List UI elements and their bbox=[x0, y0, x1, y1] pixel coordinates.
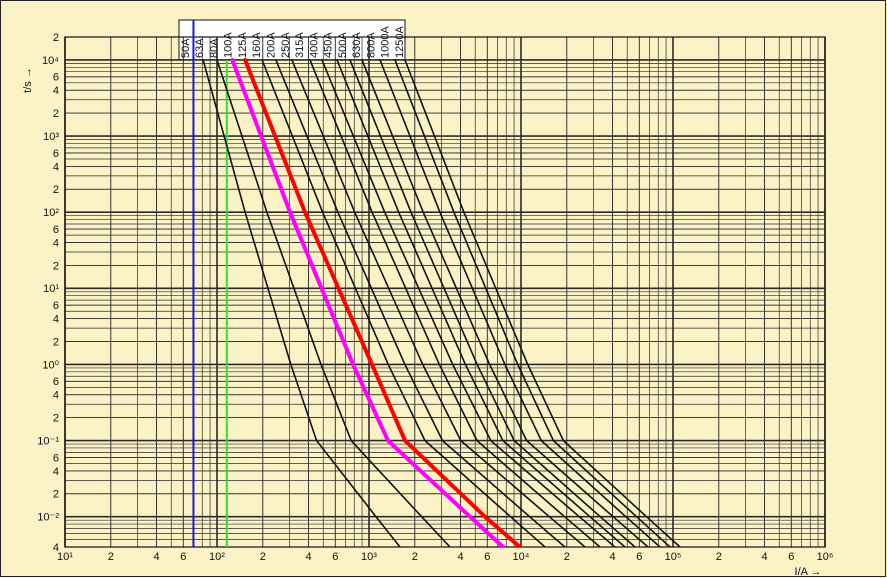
fuse-label: 160A bbox=[251, 32, 263, 58]
y-tick-label: 6 bbox=[53, 376, 59, 388]
y-axis-label: t/s → bbox=[22, 67, 34, 93]
x-tick-label: 4 bbox=[153, 551, 159, 563]
y-tick-label: 4 bbox=[53, 237, 59, 249]
y-tick-label: 4 bbox=[53, 466, 59, 478]
fuse-curve bbox=[202, 59, 401, 547]
fuse-curve bbox=[275, 59, 566, 547]
y-tick-label: 4 bbox=[53, 542, 59, 554]
y-tick-label: 4 bbox=[53, 390, 59, 402]
x-tick-label: 6 bbox=[636, 551, 642, 563]
fuse-label: 1250A bbox=[394, 26, 406, 58]
x-tick-label: 10⁴ bbox=[513, 551, 530, 563]
y-tick-label: 4 bbox=[53, 85, 59, 97]
y-tick-label: 10⁻¹ bbox=[37, 435, 59, 447]
fuse-curve bbox=[404, 59, 681, 547]
x-tick-label: 2 bbox=[564, 551, 570, 563]
fuse-curve bbox=[261, 59, 546, 547]
x-tick-label: 2 bbox=[412, 551, 418, 563]
fuse-label: 500A bbox=[337, 32, 349, 58]
x-tick-label: 2 bbox=[716, 551, 722, 563]
y-tick-label: 10⁰ bbox=[42, 359, 59, 371]
fuse-curve bbox=[321, 59, 616, 547]
x-tick-label: 6 bbox=[332, 551, 338, 563]
fuse-curve bbox=[243, 57, 522, 547]
fuse-label: 800A bbox=[365, 32, 377, 58]
fuse-label: 200A bbox=[266, 32, 278, 58]
y-tick-label: 2 bbox=[53, 413, 59, 425]
y-tick-label: 6 bbox=[53, 148, 59, 160]
x-tick-label: 4 bbox=[609, 551, 615, 563]
y-tick-label: 10⁴ bbox=[42, 55, 59, 67]
x-tick-label: 6 bbox=[180, 551, 186, 563]
y-tick-label: 10⁻² bbox=[37, 512, 59, 524]
x-axis-label: I/A → bbox=[795, 566, 822, 578]
y-tick-label: 2 bbox=[53, 336, 59, 348]
x-tick-label: 2 bbox=[108, 551, 114, 563]
y-tick-label: 4 bbox=[53, 314, 59, 326]
fuse-label: 80A bbox=[208, 38, 220, 58]
x-tick-label: 4 bbox=[761, 551, 767, 563]
fuse-curve bbox=[379, 59, 661, 547]
x-tick-label: 10³ bbox=[361, 551, 377, 563]
curves bbox=[202, 57, 681, 547]
y-tick-label: 4 bbox=[53, 161, 59, 173]
x-tick-label: 4 bbox=[305, 551, 311, 563]
y-tick-label: 2 bbox=[53, 32, 59, 44]
fuse-label: 630A bbox=[351, 32, 363, 58]
plot-border bbox=[64, 36, 826, 548]
y-tick-label: 6 bbox=[53, 452, 59, 464]
fuse-label: 250A bbox=[280, 32, 292, 58]
fuse-curve bbox=[230, 57, 506, 547]
fuse-curve bbox=[349, 59, 636, 547]
fuse-curve bbox=[216, 59, 451, 547]
fuse-label: 125A bbox=[237, 32, 249, 58]
fuse-label: 100A bbox=[223, 32, 235, 58]
x-tick-label: 10¹ bbox=[57, 551, 73, 563]
fuse-label: 450A bbox=[323, 32, 335, 58]
x-tick-label: 4 bbox=[457, 551, 463, 563]
fuse-curve bbox=[361, 59, 649, 547]
x-tick-label: 6 bbox=[484, 551, 490, 563]
fuse-label: 50A bbox=[180, 38, 192, 58]
y-tick-label: 10¹ bbox=[43, 283, 59, 295]
fuse-curve bbox=[394, 59, 671, 547]
fuse-curve bbox=[336, 59, 626, 547]
y-tick-label: 2 bbox=[53, 108, 59, 120]
y-tick-label: 2 bbox=[53, 184, 59, 196]
x-tick-label: 10⁵ bbox=[665, 551, 682, 563]
fuse-label: 400A bbox=[308, 32, 320, 58]
fuse-curve bbox=[291, 59, 586, 547]
fuse-label: 1000A bbox=[380, 26, 392, 58]
x-tick-label: 10² bbox=[209, 551, 225, 563]
x-tick-label: 10⁶ bbox=[817, 551, 834, 563]
fuse-curve bbox=[309, 59, 601, 547]
y-tick-label: 10² bbox=[43, 207, 59, 219]
y-tick-label: 6 bbox=[53, 224, 59, 236]
y-tick-label: 2 bbox=[53, 260, 59, 272]
x-tick-label: 6 bbox=[788, 551, 794, 563]
x-tick-label: 2 bbox=[260, 551, 266, 563]
y-tick-label: 6 bbox=[53, 72, 59, 84]
y-tick-label: 10³ bbox=[43, 131, 59, 143]
y-tick-label: 6 bbox=[53, 300, 59, 312]
fuse-label: 315A bbox=[294, 32, 306, 58]
fuse-label: 63A bbox=[194, 38, 206, 58]
y-tick-label: 2 bbox=[53, 489, 59, 501]
